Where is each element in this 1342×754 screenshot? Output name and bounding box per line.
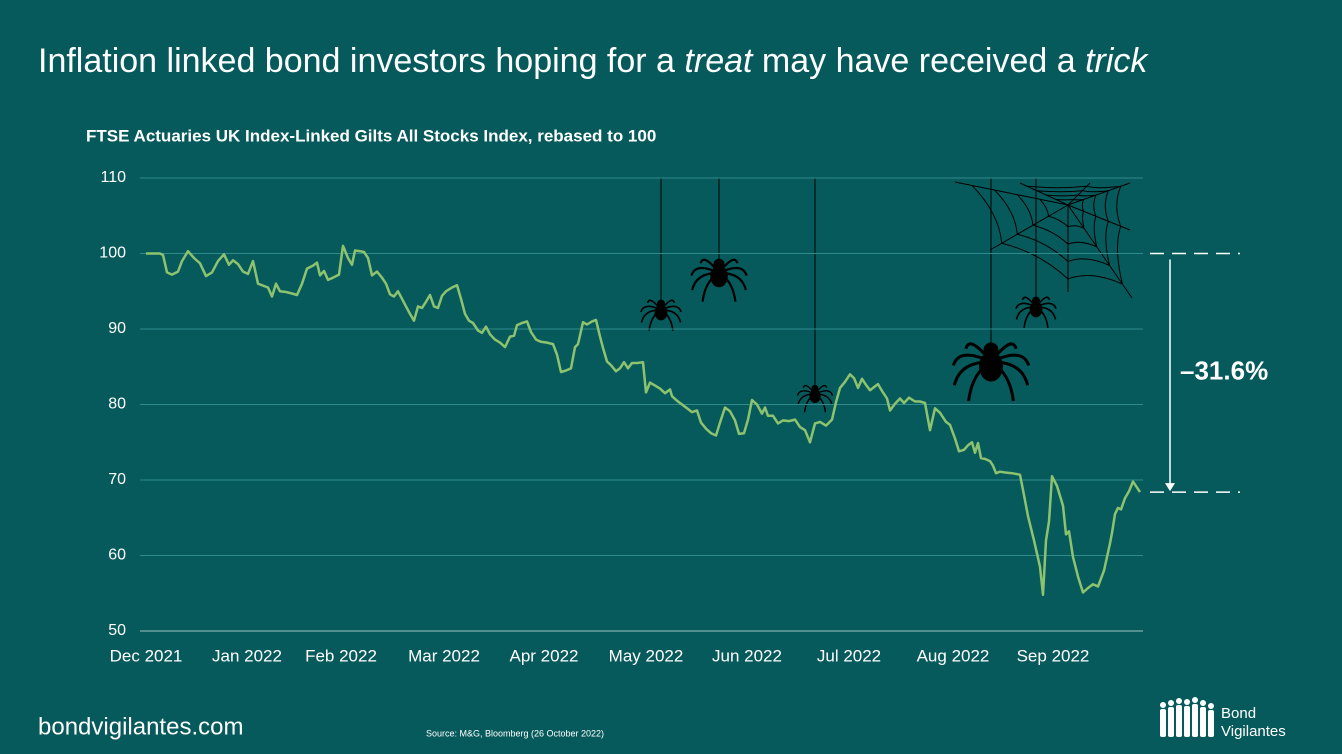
web-ring bbox=[994, 189, 1111, 267]
title-part: trick bbox=[1085, 42, 1148, 80]
chart-title: Inflation linked bond investors hoping f… bbox=[38, 42, 1147, 81]
spider-body bbox=[654, 304, 668, 321]
spider-head bbox=[713, 258, 725, 270]
spider-head bbox=[657, 299, 665, 308]
x-tick-label: Feb 2022 bbox=[305, 646, 377, 665]
x-tick-label: Apr 2022 bbox=[510, 646, 579, 665]
x-tick-label: Dec 2021 bbox=[110, 646, 183, 665]
spider-head bbox=[811, 384, 819, 392]
web-strand bbox=[954, 181, 1069, 206]
web-ring bbox=[1039, 198, 1085, 230]
spider-body bbox=[809, 389, 821, 404]
x-tick-label: Sep 2022 bbox=[1017, 646, 1090, 665]
x-tick-label: Jul 2022 bbox=[817, 646, 881, 665]
arrow-head bbox=[1165, 483, 1175, 492]
annotation-label: –31.6% bbox=[1180, 356, 1268, 386]
web-strand bbox=[989, 204, 1069, 251]
y-tick-label: 70 bbox=[108, 471, 126, 488]
y-tick-label: 50 bbox=[108, 622, 126, 639]
x-tick-label: May 2022 bbox=[609, 646, 684, 665]
x-tick-label: Jan 2022 bbox=[212, 646, 282, 665]
logo-text: Vigilantes bbox=[1221, 723, 1286, 740]
logo-text: Bond bbox=[1221, 705, 1256, 722]
site-url: bondvigilantes.com bbox=[38, 713, 243, 740]
web-strand bbox=[1067, 204, 1131, 231]
title-part: treat bbox=[684, 42, 753, 80]
web-strand bbox=[1067, 204, 1133, 299]
y-tick-label: 100 bbox=[99, 245, 126, 262]
title-part: Inflation linked bond investors hoping f… bbox=[38, 42, 685, 80]
data-line bbox=[146, 244, 1142, 597]
spider-body bbox=[710, 265, 728, 288]
spider-body bbox=[979, 351, 1003, 382]
decoration bbox=[640, 178, 1133, 413]
web-ring bbox=[971, 185, 1124, 285]
spider-head bbox=[983, 342, 999, 358]
x-tick-label: Aug 2022 bbox=[917, 646, 990, 665]
y-tick-label: 60 bbox=[108, 547, 126, 564]
y-tick-label: 110 bbox=[100, 169, 126, 186]
x-tick-label: Jun 2022 bbox=[712, 646, 782, 665]
y-tick-label: 90 bbox=[108, 320, 126, 337]
y-tick-label: 80 bbox=[108, 396, 126, 413]
title-part: may have received a bbox=[752, 42, 1086, 80]
spider-head bbox=[1032, 296, 1040, 305]
logo-figures bbox=[1160, 697, 1214, 737]
source-note: Source: M&G, Bloomberg (26 October 2022) bbox=[426, 728, 604, 738]
chart-subtitle: FTSE Actuaries UK Index-Linked Gilts All… bbox=[86, 126, 656, 145]
x-tick-label: Mar 2022 bbox=[408, 646, 480, 665]
spider-body bbox=[1029, 301, 1043, 318]
